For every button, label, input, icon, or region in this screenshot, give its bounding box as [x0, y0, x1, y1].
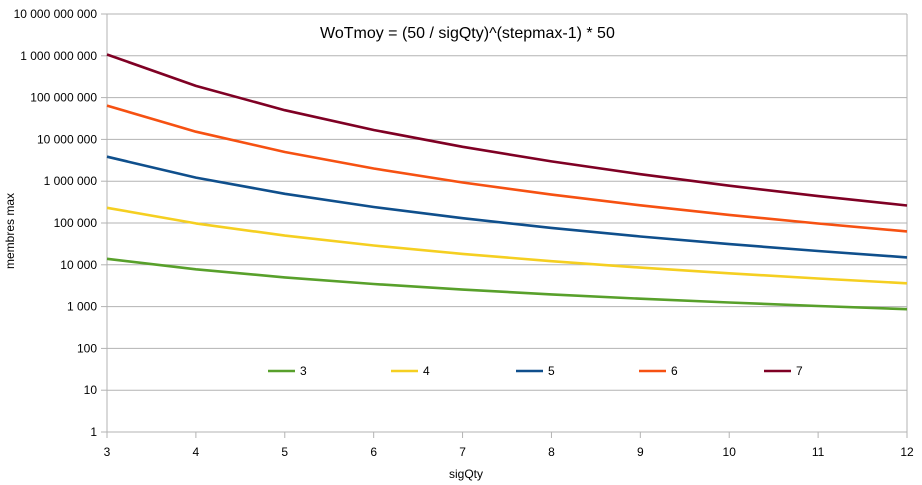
y-tick-label: 1: [90, 425, 97, 439]
y-tick-label: 10 000 000: [37, 132, 97, 146]
legend-label: 4: [423, 364, 430, 378]
y-tick-label: 1 000 000: [44, 174, 98, 188]
y-tick-label: 1 000: [67, 300, 97, 314]
x-axis-title: sigQty: [449, 467, 483, 481]
x-tick-label: 6: [370, 445, 377, 459]
x-tick-label: 4: [193, 445, 200, 459]
y-tick-label: 100 000 000: [30, 91, 97, 105]
legend: 3 4 5 6 7: [268, 364, 803, 378]
series-line-6: [106, 104, 908, 233]
y-tick-label: 100: [77, 341, 97, 355]
series-line-3: [106, 257, 908, 311]
x-tick-label: 3: [104, 445, 111, 459]
chart-title: WoTmoy = (50 / sigQty)^(stepmax-1) * 50: [320, 25, 615, 42]
x-tick-label: 11: [812, 445, 825, 459]
y-axis-title: membres max: [3, 193, 17, 269]
y-tick-label: 1 000 000 000: [20, 49, 97, 63]
legend-label: 3: [300, 364, 307, 378]
series-line-4: [106, 206, 908, 285]
series-line-7: [106, 53, 908, 207]
x-tick-label: 9: [637, 445, 644, 459]
legend-label: 5: [548, 364, 555, 378]
x-tick-label: 8: [548, 445, 555, 459]
legend-label: 7: [796, 364, 803, 378]
y-tick-label: 10: [84, 383, 98, 397]
series-line-5: [106, 155, 908, 259]
y-axis-ticks: 1 10 100 1 000 10 000 100 000 1 000 000 10 000 …: [14, 7, 107, 439]
legend-label: 6: [671, 364, 678, 378]
x-tick-label: 7: [459, 445, 466, 459]
x-tick-label: 12: [900, 445, 914, 459]
y-tick-label: 10 000: [60, 258, 97, 272]
y-tick-label: 10 000 000 000: [14, 7, 98, 21]
x-tick-label: 5: [281, 445, 288, 459]
x-axis-ticks: 3 4 5 6 7 8 9 10 11 12: [104, 432, 914, 459]
x-tick-label: 10: [723, 445, 737, 459]
series-lines: [106, 53, 908, 311]
y-tick-label: 100 000: [54, 216, 98, 230]
